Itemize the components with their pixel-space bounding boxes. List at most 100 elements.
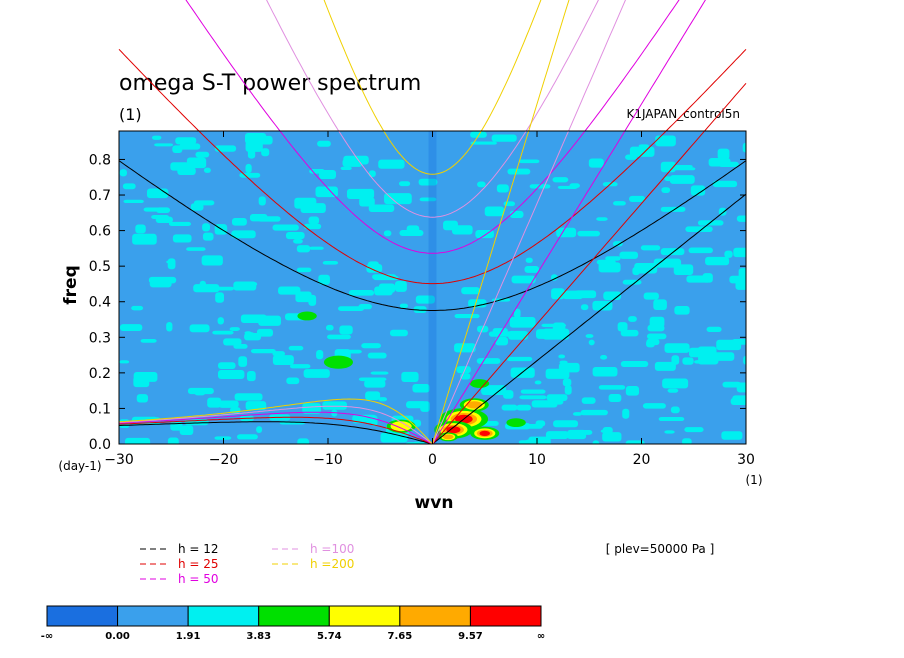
colorbar-label: ∞	[537, 631, 545, 642]
field-patch	[522, 424, 543, 429]
field-patch	[481, 385, 506, 396]
field-patch	[525, 257, 533, 263]
field-patch	[580, 409, 608, 416]
field-patch	[413, 306, 427, 313]
field-patch	[545, 368, 570, 379]
field-patch	[285, 231, 305, 240]
colorbar-segment	[258, 605, 330, 627]
field-patch	[179, 425, 194, 436]
field-patch	[146, 188, 169, 199]
field-patch	[190, 203, 204, 211]
field-patch	[261, 148, 270, 157]
field-patch	[346, 349, 362, 354]
field-patch	[673, 264, 694, 276]
field-patch	[581, 397, 596, 404]
field-patch	[674, 305, 690, 315]
field-patch	[256, 426, 263, 434]
field-patch	[733, 247, 746, 258]
field-patch	[218, 400, 239, 408]
x-tick-label: 30	[737, 452, 755, 468]
field-patch	[133, 376, 150, 388]
field-patch	[236, 282, 258, 287]
field-patch	[625, 385, 640, 396]
field-patch	[140, 339, 157, 343]
field-patch	[605, 256, 621, 261]
field-patch	[508, 330, 528, 340]
field-patch	[722, 381, 742, 388]
y-tick-label: 0.8	[89, 152, 111, 168]
field-patch	[608, 394, 622, 402]
field-patch	[619, 251, 639, 259]
field-patch	[233, 344, 248, 349]
field-patch	[368, 170, 376, 178]
field-patch	[308, 216, 320, 225]
field-patch	[322, 261, 339, 265]
field-patch	[585, 334, 594, 338]
field-patch	[628, 316, 637, 322]
field-patch	[272, 224, 299, 231]
chart-units: (1)	[119, 105, 142, 124]
field-patch	[507, 168, 531, 175]
field-patch	[653, 299, 667, 310]
x-tick-label: 0	[428, 452, 437, 468]
field-patch	[256, 328, 273, 337]
field-patch	[688, 247, 713, 254]
field-patch	[166, 322, 173, 332]
colorbar-label: 5.74	[317, 631, 342, 642]
y-axis-ticks: 0.0 0.1 0.2 0.3 0.4 0.5 0.6 0.7 0.8	[89, 152, 746, 453]
field-patch	[365, 391, 381, 400]
colorbar: -∞ 0.00 1.91 3.83 5.74 7.65 9.57 ∞	[41, 605, 545, 642]
field-patch	[484, 206, 505, 217]
field-patch	[296, 267, 312, 273]
field-patch	[399, 303, 409, 309]
field-patch	[195, 151, 210, 158]
field-patch	[511, 275, 536, 284]
curve-kelvin-h25	[432, 82, 747, 444]
field-patch	[694, 360, 719, 364]
curve-ig-h25	[118, 48, 747, 285]
field-patch	[364, 379, 386, 388]
field-patch	[541, 323, 567, 328]
field-patch	[588, 158, 604, 168]
y-tick-label: 0.5	[89, 259, 111, 275]
field-patch	[215, 292, 224, 303]
field-patch	[154, 143, 174, 147]
field-patch	[317, 140, 331, 147]
field-patch	[202, 223, 210, 232]
field-patch	[569, 183, 580, 188]
field-patch	[612, 241, 623, 247]
field-patch	[389, 329, 408, 337]
field-patch	[216, 286, 234, 291]
field-patch	[520, 389, 546, 394]
field-patch	[519, 395, 547, 400]
x-axis-ticks: −30 −20 −10 0 10 20 30	[104, 131, 755, 468]
field-patch	[119, 360, 130, 364]
field-patch	[534, 380, 542, 385]
plot-area	[119, 131, 746, 444]
field-patch	[613, 201, 626, 206]
field-patch	[640, 245, 661, 251]
field-patch	[660, 248, 685, 256]
curve-kelvin-h200	[432, 0, 570, 444]
field-patch	[658, 417, 685, 422]
field-patch	[690, 185, 706, 196]
field-patch	[249, 213, 268, 222]
field-patch	[346, 188, 375, 200]
field-patch	[667, 388, 679, 393]
field-patch	[412, 383, 430, 393]
field-patch	[598, 385, 626, 390]
field-patch	[131, 305, 144, 311]
y-axis-units: (day-1)	[58, 459, 101, 473]
field-patch	[380, 432, 408, 443]
field-patch	[175, 137, 197, 145]
field-patch	[545, 431, 569, 439]
field-patch	[239, 172, 261, 178]
field-patch	[558, 354, 566, 359]
field-patch	[167, 437, 179, 444]
legend-label: h =100	[310, 542, 354, 556]
field-patch	[167, 258, 176, 270]
field-patch	[258, 196, 266, 206]
field-patch	[229, 327, 240, 331]
field-patch	[452, 225, 473, 235]
